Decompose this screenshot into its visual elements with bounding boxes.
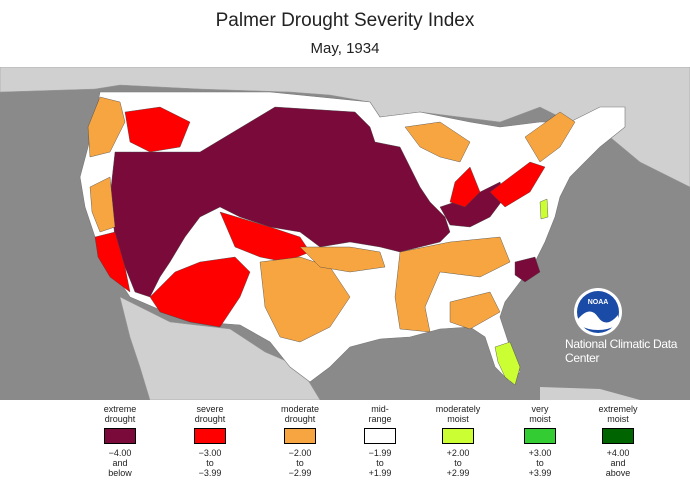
legend-swatch bbox=[602, 428, 634, 444]
legend-range: +3.99 bbox=[528, 468, 552, 478]
legend-swatch bbox=[194, 428, 226, 444]
legend-range: +4.00 bbox=[606, 448, 630, 458]
legend-label: drought bbox=[284, 414, 316, 424]
noaa-logo: NOAA bbox=[574, 288, 622, 336]
legend-label: mid- bbox=[371, 404, 389, 414]
moderate-drought-texas bbox=[259, 256, 351, 343]
legend-range: and bbox=[610, 458, 626, 468]
legend-swatch bbox=[284, 428, 316, 444]
legend-swatch bbox=[104, 428, 136, 444]
legend-swatch bbox=[524, 428, 556, 444]
legend-range: to bbox=[376, 458, 384, 468]
mexico-landmass bbox=[119, 296, 321, 400]
moderate-drought-plains bbox=[299, 246, 386, 273]
extreme-drought-region bbox=[109, 106, 451, 298]
legend-swatch bbox=[442, 428, 474, 444]
legend-range: −3.99 bbox=[198, 468, 222, 478]
legend-label: very bbox=[531, 404, 549, 414]
legend-label: moist bbox=[529, 414, 551, 424]
legend-label: extreme bbox=[103, 404, 137, 414]
legend: extreme drought −4.00 and below severe droug… bbox=[0, 404, 690, 488]
legend-item-severe-drought: severe drought −3.00 to −3.99 bbox=[170, 404, 250, 478]
legend-range: and bbox=[112, 458, 128, 468]
moderate-drought-southeast bbox=[394, 236, 511, 333]
moderate-drought-california bbox=[89, 176, 116, 233]
legend-range: to bbox=[454, 458, 462, 468]
extreme-drought-carolina bbox=[514, 256, 541, 283]
legend-range: +2.00 bbox=[446, 448, 470, 458]
legend-range: below bbox=[108, 468, 132, 478]
legend-item-very-moist: very moist +3.00 to +3.99 bbox=[500, 404, 580, 478]
legend-range: −2.00 bbox=[288, 448, 312, 458]
legend-label: moderate bbox=[280, 404, 320, 414]
severe-drought-colorado bbox=[219, 211, 311, 263]
legend-label: severe bbox=[196, 404, 224, 414]
legend-range: +3.00 bbox=[528, 448, 552, 458]
moderate-drought-newengland bbox=[524, 111, 576, 163]
legend-range: −1.99 bbox=[368, 448, 392, 458]
legend-item-extremely-moist: extremely moist +4.00 and above bbox=[578, 404, 658, 478]
legend-swatch bbox=[364, 428, 396, 444]
severe-drought-kentucky bbox=[489, 161, 546, 208]
severe-drought-indiana bbox=[449, 166, 481, 208]
legend-item-extreme-drought: extreme drought −4.00 and below bbox=[80, 404, 160, 478]
legend-label: moderately bbox=[435, 404, 481, 414]
severe-drought-north bbox=[124, 106, 191, 153]
legend-label: drought bbox=[194, 414, 226, 424]
legend-range: +1.99 bbox=[368, 468, 392, 478]
moderately-moist-delaware bbox=[539, 198, 549, 220]
legend-item-mid-range: mid-range −1.99 to +1.99 bbox=[340, 404, 420, 478]
legend-range: +2.99 bbox=[446, 468, 470, 478]
legend-range: −4.00 bbox=[108, 448, 132, 458]
legend-label: range bbox=[368, 414, 392, 424]
drought-map: NOAA National Climatic Data Center bbox=[0, 67, 690, 400]
legend-range: to bbox=[296, 458, 304, 468]
cuba-landmass bbox=[540, 387, 640, 400]
legend-range: −2.99 bbox=[288, 468, 312, 478]
legend-range: above bbox=[605, 468, 631, 478]
noaa-logo-text: NOAA bbox=[588, 299, 609, 306]
moderate-drought-georgia bbox=[449, 291, 501, 330]
legend-range: −3.00 bbox=[198, 448, 222, 458]
severe-drought-southwest bbox=[149, 256, 251, 328]
legend-item-moderately-moist: moderately moist +2.00 to +2.99 bbox=[418, 404, 498, 478]
us-map-svg: NOAA bbox=[0, 67, 690, 400]
legend-label: drought bbox=[104, 414, 136, 424]
legend-label: moist bbox=[447, 414, 469, 424]
map-title: Palmer Drought Severity Index bbox=[215, 10, 475, 31]
legend-label: extremely bbox=[598, 404, 638, 414]
moderate-drought-pnw bbox=[87, 96, 126, 158]
legend-range: to bbox=[536, 458, 544, 468]
moderately-moist-florida bbox=[494, 341, 521, 386]
moderate-drought-michigan bbox=[404, 121, 471, 163]
legend-range: to bbox=[206, 458, 214, 468]
credit-text: National Climatic Data Center bbox=[565, 337, 678, 365]
severe-drought-west bbox=[94, 231, 131, 293]
legend-label: moist bbox=[607, 414, 629, 424]
legend-item-moderate-drought: moderate drought −2.00 to −2.99 bbox=[260, 404, 340, 478]
map-subtitle: May, 1934 bbox=[310, 40, 380, 57]
